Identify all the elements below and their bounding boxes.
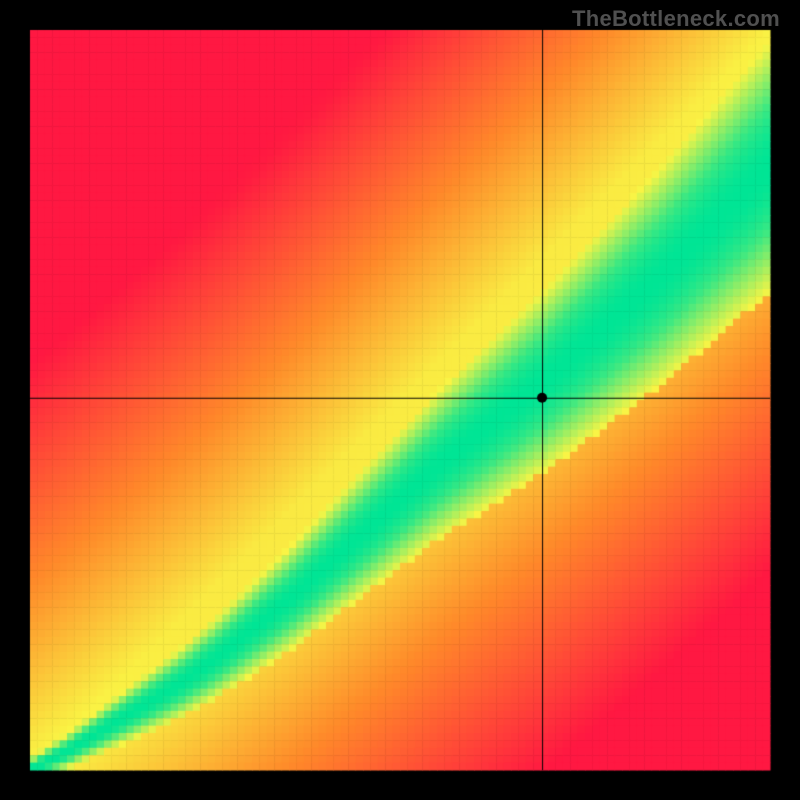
bottleneck-heatmap bbox=[0, 0, 800, 800]
watermark-text: TheBottleneck.com bbox=[572, 6, 780, 32]
chart-container: TheBottleneck.com bbox=[0, 0, 800, 800]
